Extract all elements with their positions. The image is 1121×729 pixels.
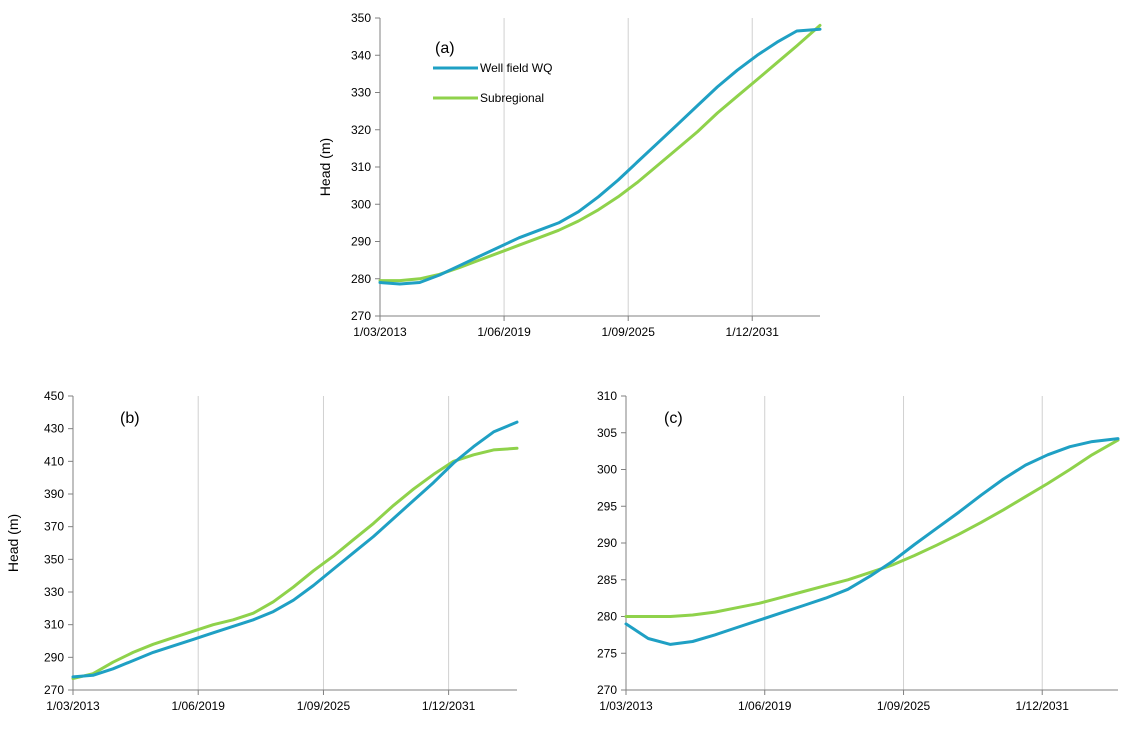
panel-label: (b)	[120, 410, 140, 427]
x-tick-label: 1/06/2019	[738, 699, 792, 713]
y-tick-label: 350	[44, 552, 64, 566]
x-tick-label: 1/06/2019	[172, 699, 226, 713]
chart-panel-2: 1/03/2013 1/06/2019 1/09/2025 1/12/2031 270 2…	[597, 389, 1120, 713]
series-line-well_field	[624, 437, 1120, 646]
y-axis-label: Head (m)	[317, 138, 333, 196]
y-tick-label: 330	[351, 86, 371, 100]
y-tick-label: 340	[351, 48, 371, 62]
x-tick-label: 1/12/2031	[726, 325, 780, 339]
y-tick-label: 320	[351, 123, 371, 137]
y-tick-label: 280	[351, 272, 371, 286]
y-tick-label: 370	[44, 520, 64, 534]
x-tick-label: 1/03/2013	[46, 699, 100, 713]
chart-panel-1: 1/03/2013 1/06/2019 1/09/2025 1/12/2031 270 2…	[5, 389, 519, 713]
x-tick-label: 1/12/2031	[1016, 699, 1070, 713]
series-line-subregional	[378, 23, 822, 283]
panel-label: (a)	[435, 40, 455, 57]
x-tick-label: 1/09/2025	[877, 699, 931, 713]
y-tick-label: 300	[351, 197, 371, 211]
y-tick-label: 330	[44, 585, 64, 599]
x-tick-label: 1/03/2013	[353, 325, 407, 339]
x-tick-label: 1/06/2019	[477, 325, 531, 339]
y-tick-label: 270	[351, 309, 371, 323]
series-line-well_field	[71, 420, 519, 679]
y-axis-label: Head (m)	[5, 514, 21, 572]
y-tick-label: 295	[597, 499, 617, 513]
series-line-subregional	[71, 446, 519, 681]
y-tick-label: 310	[44, 618, 64, 632]
y-tick-label: 290	[44, 650, 64, 664]
x-tick-label: 1/03/2013	[599, 699, 653, 713]
series-line-subregional	[624, 438, 1120, 618]
y-tick-label: 280	[597, 610, 617, 624]
y-tick-label: 450	[44, 389, 64, 403]
panel-label: (c)	[664, 410, 683, 427]
y-tick-label: 270	[44, 683, 64, 697]
y-tick-label: 285	[597, 573, 617, 587]
x-tick-label: 1/09/2025	[602, 325, 656, 339]
y-tick-label: 390	[44, 487, 64, 501]
y-tick-label: 270	[597, 683, 617, 697]
y-tick-label: 430	[44, 422, 64, 436]
y-tick-label: 410	[44, 454, 64, 468]
y-tick-label: 300	[597, 463, 617, 477]
y-tick-label: 275	[597, 646, 617, 660]
legend-label: Subregional	[480, 91, 544, 105]
chart-panel-0: 1/03/2013 1/06/2019 1/09/2025 1/12/2031 270 2…	[317, 11, 822, 339]
series-line-well_field	[378, 27, 822, 286]
x-tick-label: 1/09/2025	[297, 699, 351, 713]
legend-label: Well field WQ	[480, 61, 552, 75]
y-tick-label: 290	[597, 536, 617, 550]
y-tick-label: 310	[597, 389, 617, 403]
y-tick-label: 305	[597, 426, 617, 440]
y-tick-label: 350	[351, 11, 371, 25]
x-tick-label: 1/12/2031	[422, 699, 476, 713]
y-tick-label: 290	[351, 235, 371, 249]
y-tick-label: 310	[351, 160, 371, 174]
